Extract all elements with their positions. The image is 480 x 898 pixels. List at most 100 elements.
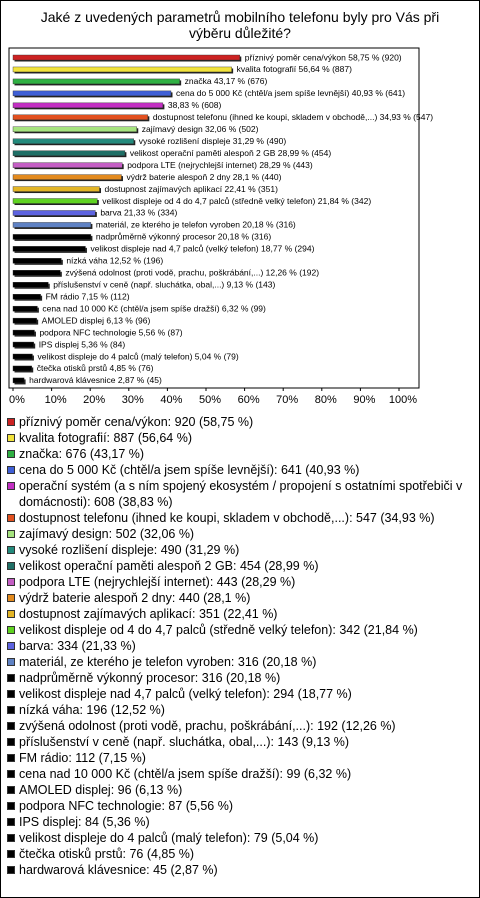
bar bbox=[12, 174, 122, 180]
bar-label: velikost displeje do 4 palců (malý telef… bbox=[37, 351, 238, 361]
bar bbox=[12, 102, 164, 109]
bar-label: AMOLED displej 6,13 % (96) bbox=[42, 315, 151, 325]
legend-swatch bbox=[7, 466, 15, 474]
legend-label: materiál, ze kterého je telefon vyroben:… bbox=[19, 655, 317, 669]
legend-label: AMOLED displej: 96 (6,13 %) bbox=[19, 783, 183, 797]
legend-swatch bbox=[7, 690, 15, 698]
bar bbox=[12, 126, 137, 132]
bar bbox=[12, 198, 98, 204]
legend-swatch bbox=[7, 674, 15, 682]
legend-swatch bbox=[7, 514, 15, 522]
x-tick-label: 70% bbox=[276, 394, 298, 406]
legend-swatch bbox=[7, 722, 15, 730]
legend-swatch bbox=[7, 658, 15, 666]
legend-item: cena nad 10 000 Kč (chtěl/a jsem spíše d… bbox=[7, 766, 469, 782]
legend-label: nadprůměrně výkonný procesor: 316 (20,18… bbox=[19, 671, 281, 685]
bar bbox=[12, 138, 134, 144]
x-tick-label: 100% bbox=[389, 394, 417, 406]
bar bbox=[12, 341, 34, 348]
legend-item: vysoké rozlišení displeje: 490 (31,29 %) bbox=[7, 542, 469, 558]
bar-label: nadprůměrně výkonný procesor 20,18 % (31… bbox=[96, 232, 271, 242]
legend-label: dostupnost zajímavých aplikací: 351 (22,… bbox=[19, 607, 278, 621]
bar-label: dostupnost zajímavých aplikací 22,41 % (… bbox=[105, 184, 279, 194]
x-tick-label: 60% bbox=[238, 394, 260, 406]
bar-label: velikost operační paměti alespoň 2 GB 28… bbox=[130, 148, 331, 158]
bar bbox=[12, 114, 149, 121]
legend-swatch bbox=[7, 546, 15, 554]
bar bbox=[12, 222, 92, 228]
legend-item: zajímavý design: 502 (32,06 %) bbox=[7, 526, 469, 542]
legend-item: výdrž baterie alespoň 2 dny: 440 (28,1 %… bbox=[7, 590, 469, 606]
bar-label: výdrž baterie alespoň 2 dny 28,1 % (440) bbox=[126, 172, 281, 182]
legend-swatch bbox=[7, 866, 15, 874]
legend-label: cena nad 10 000 Kč (chtěl/a jsem spíše d… bbox=[19, 767, 352, 781]
bar bbox=[12, 353, 33, 360]
legend-label: výdrž baterie alespoň 2 dny: 440 (28,1 %… bbox=[19, 591, 251, 605]
bar bbox=[12, 305, 38, 312]
bar bbox=[12, 90, 172, 97]
legend-item: příznivý poměr cena/výkon: 920 (58,75 %) bbox=[7, 414, 469, 430]
legend-label: operační systém (a s ním spojený ekosyst… bbox=[19, 479, 463, 509]
legend-swatch bbox=[7, 594, 15, 602]
legend-swatch bbox=[7, 530, 15, 538]
bar bbox=[12, 377, 25, 384]
legend-item: velikost displeje do 4 palců (malý telef… bbox=[7, 830, 469, 846]
legend-label: barva: 334 (21,33 %) bbox=[19, 639, 136, 653]
legend-swatch bbox=[7, 434, 15, 442]
legend-item: velikost displeje od 4 do 4,7 palců (stř… bbox=[7, 622, 469, 638]
legend-label: příslušenství v ceně (např. sluchátka, o… bbox=[19, 735, 350, 749]
legend-item: materiál, ze kterého je telefon vyroben:… bbox=[7, 654, 469, 670]
legend-swatch bbox=[7, 642, 15, 650]
legend-label: příznivý poměr cena/výkon: 920 (58,75 %) bbox=[19, 415, 254, 429]
x-tick-label: 0% bbox=[9, 394, 25, 406]
legend-swatch bbox=[7, 562, 15, 570]
legend-swatch bbox=[7, 578, 15, 586]
legend-item: dostupnost zajímavých aplikací: 351 (22,… bbox=[7, 606, 469, 622]
bar-label: kvalita fotografií 56,64 % (887) bbox=[237, 64, 352, 74]
chart-title: Jaké z uvedených parametrů mobilního tel… bbox=[40, 9, 440, 41]
legend-swatch bbox=[7, 626, 15, 634]
legend-item: kvalita fotografií: 887 (56,64 %) bbox=[7, 430, 469, 446]
legend-swatch bbox=[7, 450, 15, 458]
legend-item: značka: 676 (43,17 %) bbox=[7, 446, 469, 462]
x-tick-label: 20% bbox=[83, 394, 105, 406]
legend-item: dostupnost telefonu (ihned ke koupi, skl… bbox=[7, 510, 469, 526]
bar bbox=[12, 317, 37, 324]
legend-swatch bbox=[7, 610, 15, 618]
bar bbox=[12, 210, 96, 216]
legend-item: hardwarová klávesnice: 45 (2,87 %) bbox=[7, 862, 469, 878]
bar bbox=[12, 78, 180, 85]
legend-item: FM rádio: 112 (7,15 %) bbox=[7, 750, 469, 766]
legend-label: dostupnost telefonu (ihned ke koupi, skl… bbox=[19, 511, 435, 525]
legend-swatch bbox=[7, 770, 15, 778]
bar-label: cena do 5 000 Kč (chtěl/a jsem spíše lev… bbox=[176, 88, 405, 98]
legend-swatch bbox=[7, 850, 15, 858]
bar-label: hardwarová klávesnice 2,87 % (45) bbox=[29, 375, 162, 385]
bar bbox=[12, 54, 240, 61]
legend-swatch bbox=[7, 802, 15, 810]
legend-item: čtečka otisků prstů: 76 (4,85 %) bbox=[7, 846, 469, 862]
legend-label: hardwarová klávesnice: 45 (2,87 %) bbox=[19, 863, 218, 877]
bar bbox=[12, 66, 232, 73]
legend-item: cena do 5 000 Kč (chtěl/a jsem spíše lev… bbox=[7, 462, 469, 478]
bar-label: cena nad 10 000 Kč (chtěl/a jsem spíše d… bbox=[42, 303, 266, 313]
bar bbox=[12, 365, 32, 372]
bar-label: příslušenství v ceně (např. sluchátka, o… bbox=[53, 279, 275, 289]
x-tick-label: 40% bbox=[160, 394, 182, 406]
legend-label: velikost displeje nad 4,7 palců (velký t… bbox=[19, 687, 352, 701]
bar bbox=[12, 234, 92, 240]
bar bbox=[12, 294, 41, 300]
legend-swatch bbox=[7, 754, 15, 762]
bar-label: podpora NFC technologie 5,56 % (87) bbox=[39, 327, 182, 337]
legend-swatch bbox=[7, 818, 15, 826]
legend-label: kvalita fotografií: 887 (56,64 %) bbox=[19, 431, 193, 445]
legend-label: čtečka otisků prstů: 76 (4,85 %) bbox=[19, 847, 195, 861]
legend-item: velikost operační paměti alespoň 2 GB: 4… bbox=[7, 558, 469, 574]
legend-label: nízká váha: 196 (12,52 %) bbox=[19, 703, 165, 717]
bar-label: dostupnost telefonu (ihned ke koupi, skl… bbox=[153, 112, 433, 122]
legend-label: podpora LTE (nejrychlejší internet): 443… bbox=[19, 575, 296, 589]
legend-item: AMOLED displej: 96 (6,13 %) bbox=[7, 782, 469, 798]
plot-frame bbox=[8, 47, 420, 389]
bar-label: velikost displeje od 4 do 4,7 palců (stř… bbox=[102, 196, 371, 206]
legend-label: zajímavý design: 502 (32,06 %) bbox=[19, 527, 195, 541]
